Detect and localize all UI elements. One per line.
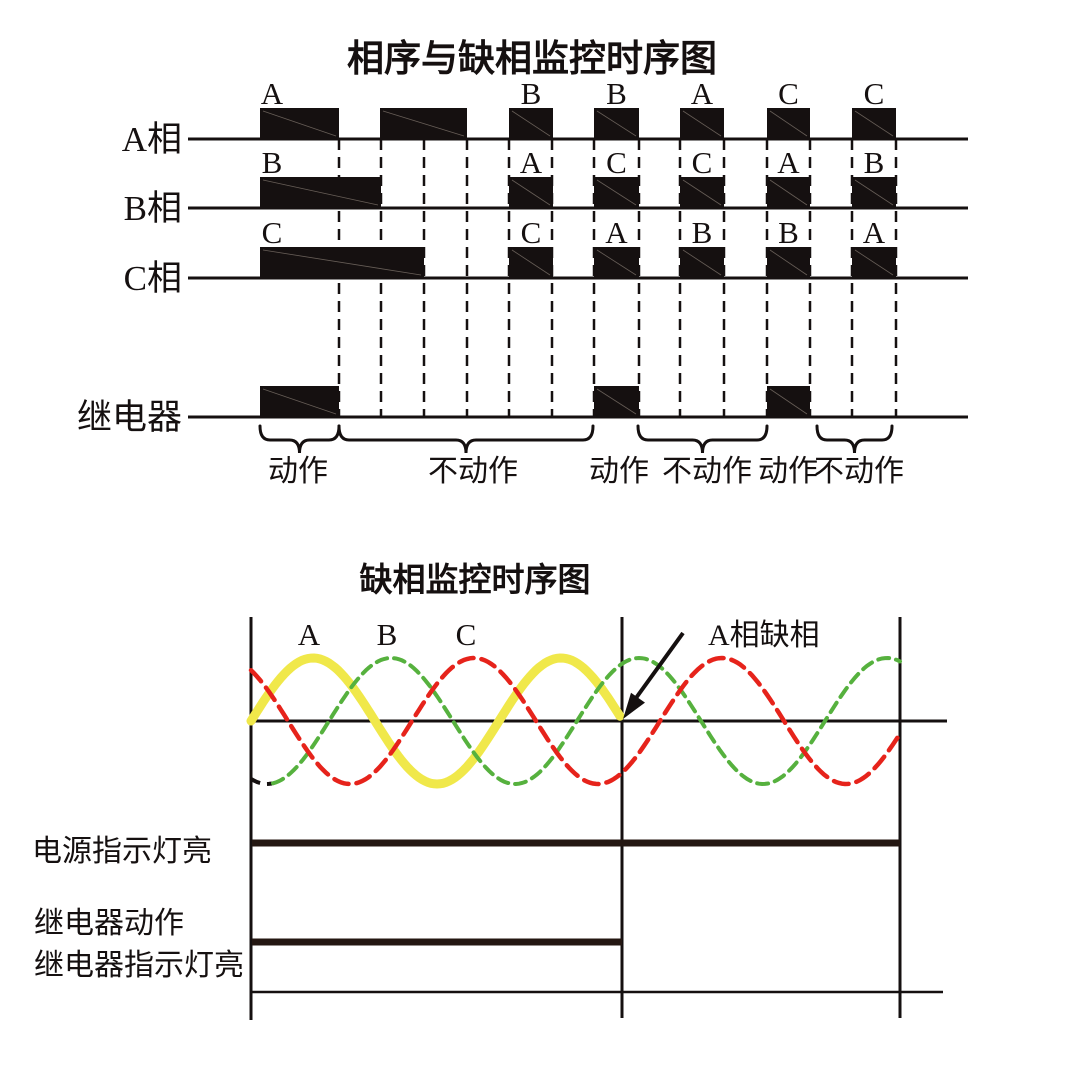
- pulse-scan-line: [511, 110, 551, 137]
- pulse-letter-C: C: [606, 145, 627, 180]
- row-label-3: 继电器: [76, 398, 182, 437]
- pulse-scan-line: [596, 249, 637, 276]
- pulse-scan-line: [682, 249, 722, 276]
- pulse-scan-line: [596, 179, 637, 206]
- pulse-letter-A: A: [605, 215, 628, 250]
- pulse-scan-line: [769, 179, 808, 206]
- pulse-scan-line: [262, 110, 337, 137]
- row-label-2: C相: [123, 259, 182, 298]
- pulse-letter-B: B: [864, 145, 885, 180]
- zone-label-5: 不动作: [814, 455, 904, 488]
- signal-label-1: 继电器动作: [34, 907, 184, 940]
- underbrace: [337, 424, 595, 454]
- pulse-scan-line: [596, 110, 637, 137]
- underbrace: [815, 424, 894, 454]
- zone-label-4: 动作: [758, 455, 818, 488]
- sine-wave-a: [246, 653, 625, 789]
- underbrace: [636, 424, 769, 454]
- pulse-scan-line: [382, 110, 465, 137]
- pulse-letter-C: C: [262, 215, 283, 250]
- pulse-scan-line: [854, 110, 894, 137]
- pulse-letter-C: C: [864, 76, 885, 111]
- zone-label-3: 不动作: [662, 455, 752, 488]
- pulse-letter-C: C: [521, 215, 542, 250]
- pulse-scan-line: [682, 110, 722, 137]
- pulse-scan-line: [854, 249, 894, 276]
- pulse-letter-A: A: [691, 76, 714, 111]
- pulse-scan-line: [769, 388, 808, 415]
- pulse-scan-line: [511, 249, 551, 276]
- pulse-scan-line: [596, 388, 637, 415]
- pulse-scan-line: [511, 179, 551, 206]
- pulse-letter-A: A: [261, 76, 284, 111]
- sine-wave-b: [271, 655, 902, 787]
- pulse-letter-C: C: [692, 145, 713, 180]
- sine-wave-b-stub: [250, 777, 273, 787]
- pulse-scan-line: [769, 249, 808, 276]
- signal-label-1b: 继电器指示灯亮: [34, 949, 244, 982]
- underbrace: [258, 424, 341, 454]
- pulse-scan-line: [262, 388, 337, 415]
- wave-letter-B: B: [377, 617, 398, 652]
- pulse-letter-B: B: [692, 215, 713, 250]
- pulse-letter-A: A: [863, 215, 886, 250]
- pulse-scan-line: [769, 110, 808, 137]
- phase-loss-arrow-shaft: [634, 631, 685, 700]
- row-label-0: A相: [121, 120, 182, 159]
- zone-label-1: 不动作: [428, 455, 518, 488]
- pulse-scan-line: [262, 249, 422, 276]
- pulse-letter-B: B: [778, 215, 799, 250]
- pulse-scan-line: [682, 179, 722, 206]
- pulse-scan-line: [854, 179, 894, 206]
- pulse-letter-A: A: [520, 145, 543, 180]
- phase-a-loss-annotation: A相缺相: [708, 619, 820, 652]
- row-label-1: B相: [123, 189, 182, 228]
- phase-loss-arrow-icon: [623, 692, 645, 719]
- zone-label-0: 动作: [268, 455, 328, 488]
- sine-wave-c: [248, 655, 902, 787]
- bottom-diagram-title: 缺相监控时序图: [359, 563, 591, 599]
- pulse-letter-A: A: [777, 145, 800, 180]
- zone-label-2: 动作: [589, 455, 649, 488]
- pulse-letter-C: C: [778, 76, 799, 111]
- wave-letter-C: C: [456, 617, 477, 652]
- pulse-letter-B: B: [521, 76, 542, 111]
- pulse-letter-B: B: [606, 76, 627, 111]
- wave-letter-A: A: [298, 617, 321, 652]
- pulse-letter-B: B: [262, 145, 283, 180]
- top-diagram-title: 相序与缺相监控时序图: [347, 39, 717, 80]
- signal-label-0: 电源指示灯亮: [32, 835, 212, 868]
- pulse-scan-line: [262, 179, 379, 206]
